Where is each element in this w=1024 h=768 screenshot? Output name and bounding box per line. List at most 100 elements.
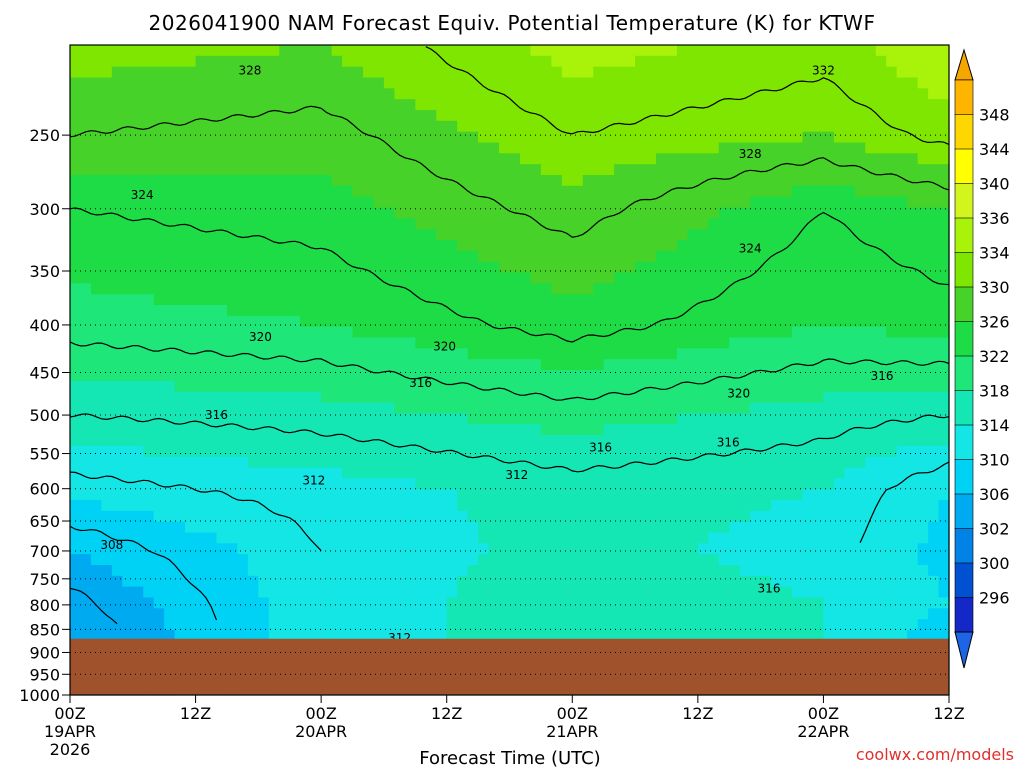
field-cell [666,478,678,490]
field-cell [383,261,395,274]
field-cell [708,45,720,57]
field-cell [792,207,804,219]
field-cell [938,380,950,393]
field-cell [645,521,657,534]
field-cell [258,326,270,339]
field-cell [185,608,197,620]
field-cell [603,99,615,111]
field-cell [718,142,730,154]
field-cell [499,207,511,219]
field-cell [488,608,500,620]
field-cell [143,175,155,187]
field-cell [153,240,165,252]
field-cell [540,294,552,306]
field-cell [436,66,448,79]
field-cell [551,630,563,642]
field-cell [436,435,448,447]
field-cell [404,175,416,187]
field-cell [540,261,552,274]
field-cell [122,370,134,382]
field-cell [111,110,123,122]
field-cell [572,402,584,414]
field-cell [540,380,552,393]
field-cell [781,424,793,436]
field-cell [394,218,406,230]
field-cell [802,315,814,328]
field-cell [237,586,249,599]
field-cell [300,88,312,100]
field-cell [101,315,113,328]
field-cell [394,120,406,133]
field-cell [352,164,364,176]
field-cell [488,435,500,447]
field-cell [854,240,866,252]
field-cell [886,229,898,241]
field-cell [415,218,427,230]
field-cell [687,424,699,436]
field-cell [174,489,186,501]
field-cell [540,359,552,371]
field-cell [582,261,594,274]
field-cell [792,565,804,577]
field-cell [635,207,647,219]
field-cell [917,565,929,577]
field-cell [457,575,469,588]
field-cell [415,554,427,566]
field-cell [540,424,552,436]
field-cell [907,261,919,274]
field-cell [383,359,395,371]
field-cell [122,261,134,274]
field-cell [457,45,469,57]
field-cell [551,608,563,620]
field-cell [300,586,312,599]
field-cell [122,164,134,176]
field-cell [614,554,626,566]
field-cell [656,261,668,274]
field-cell [394,359,406,371]
field-cell [247,597,259,609]
field-cell [216,326,228,339]
field-cell [917,445,929,458]
field-cell [614,391,626,404]
field-cell [436,543,448,555]
field-cell [499,272,511,284]
field-cell [331,348,343,360]
field-cell [446,66,458,79]
field-cell [708,424,720,436]
field-cell [666,391,678,404]
field-cell [624,164,636,176]
field-cell [823,554,835,566]
field-cell [237,543,249,555]
field-cell [425,77,437,89]
field-cell [624,456,636,469]
field-cell [404,532,416,544]
field-cell [812,359,825,371]
field-cell [206,294,218,306]
field-cell [614,55,626,68]
field-cell [185,532,197,544]
field-cell [279,608,291,620]
field-cell [865,500,877,512]
field-cell [404,630,416,642]
field-cell [635,380,647,393]
field-cell [143,45,155,57]
field-cell [90,175,102,187]
field-cell [394,630,406,642]
field-cell [823,142,835,154]
field-cell [603,478,615,490]
field-cell [833,402,845,414]
field-cell [551,597,563,609]
field-cell [300,619,312,631]
field-cell [812,55,825,68]
field-cell [436,250,448,263]
field-cell [645,467,657,479]
field-cell [404,45,416,57]
field-cell [132,630,144,642]
field-cell [687,445,699,458]
field-cell [582,326,594,339]
field-cell [300,380,312,393]
field-cell [844,521,856,534]
field-cell [153,142,165,154]
field-cell [446,120,458,133]
field-cell [928,543,940,555]
